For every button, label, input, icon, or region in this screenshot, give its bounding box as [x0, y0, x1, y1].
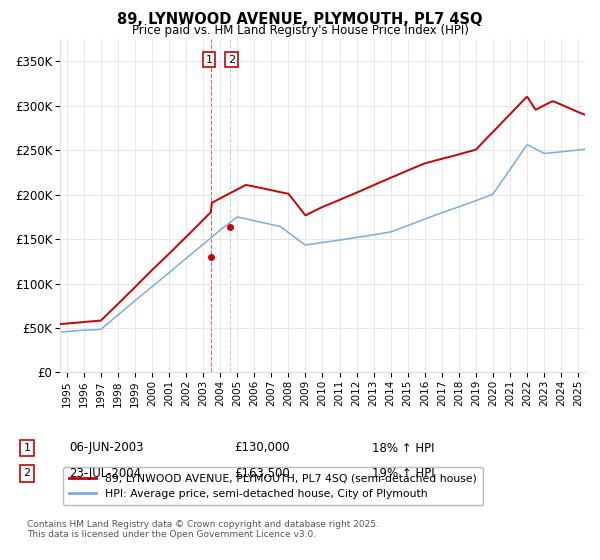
Text: Contains HM Land Registry data © Crown copyright and database right 2025.
This d: Contains HM Land Registry data © Crown c… [27, 520, 379, 539]
Legend: 89, LYNWOOD AVENUE, PLYMOUTH, PL7 4SQ (semi-detached house), HPI: Average price,: 89, LYNWOOD AVENUE, PLYMOUTH, PL7 4SQ (s… [63, 467, 484, 505]
Text: £163,500: £163,500 [234, 466, 290, 480]
Text: 89, LYNWOOD AVENUE, PLYMOUTH, PL7 4SQ: 89, LYNWOOD AVENUE, PLYMOUTH, PL7 4SQ [117, 12, 483, 27]
Text: 2: 2 [228, 55, 235, 64]
Text: 23-JUL-2004: 23-JUL-2004 [69, 466, 141, 480]
Text: 18% ↑ HPI: 18% ↑ HPI [372, 441, 434, 455]
Text: 1: 1 [205, 55, 212, 64]
Text: 1: 1 [23, 443, 31, 453]
Text: 19% ↑ HPI: 19% ↑ HPI [372, 466, 434, 480]
Text: 06-JUN-2003: 06-JUN-2003 [69, 441, 143, 455]
Text: 2: 2 [23, 468, 31, 478]
Text: £130,000: £130,000 [234, 441, 290, 455]
Text: Price paid vs. HM Land Registry's House Price Index (HPI): Price paid vs. HM Land Registry's House … [131, 24, 469, 36]
